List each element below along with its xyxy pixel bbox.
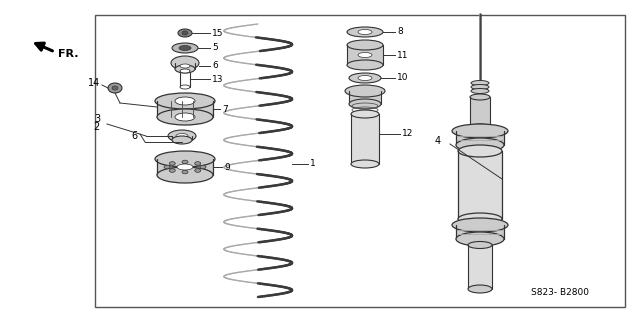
FancyBboxPatch shape: [175, 62, 195, 69]
FancyBboxPatch shape: [172, 134, 192, 140]
Ellipse shape: [195, 162, 201, 165]
Ellipse shape: [195, 169, 201, 172]
Text: 3: 3: [94, 114, 100, 124]
Text: 7: 7: [222, 105, 228, 114]
Text: 1: 1: [310, 160, 316, 168]
FancyBboxPatch shape: [456, 223, 504, 239]
Ellipse shape: [358, 76, 372, 80]
Ellipse shape: [452, 218, 508, 232]
Ellipse shape: [155, 151, 215, 167]
Text: 6: 6: [131, 131, 137, 141]
Ellipse shape: [155, 93, 215, 109]
Ellipse shape: [458, 145, 502, 157]
Text: 15: 15: [212, 28, 223, 38]
Ellipse shape: [175, 97, 195, 105]
Ellipse shape: [182, 31, 188, 35]
Ellipse shape: [172, 136, 192, 144]
Ellipse shape: [178, 29, 192, 37]
Ellipse shape: [351, 160, 379, 168]
Ellipse shape: [157, 167, 213, 183]
Text: 2: 2: [93, 122, 100, 132]
Text: 10: 10: [397, 73, 408, 83]
FancyBboxPatch shape: [468, 244, 492, 289]
FancyBboxPatch shape: [470, 96, 490, 127]
Ellipse shape: [470, 124, 490, 130]
Ellipse shape: [345, 85, 385, 97]
FancyBboxPatch shape: [95, 15, 625, 307]
Ellipse shape: [351, 110, 379, 118]
Ellipse shape: [180, 64, 190, 68]
Ellipse shape: [169, 169, 175, 172]
Ellipse shape: [176, 133, 188, 138]
Ellipse shape: [468, 285, 492, 293]
Ellipse shape: [358, 29, 372, 34]
FancyBboxPatch shape: [349, 90, 381, 104]
Ellipse shape: [468, 241, 492, 249]
Ellipse shape: [347, 60, 383, 70]
FancyBboxPatch shape: [180, 71, 190, 87]
Ellipse shape: [169, 162, 175, 165]
Ellipse shape: [358, 53, 372, 57]
Ellipse shape: [182, 160, 188, 164]
Ellipse shape: [180, 69, 190, 73]
Ellipse shape: [112, 86, 118, 90]
Ellipse shape: [200, 165, 206, 169]
Text: S823- B2800: S823- B2800: [531, 288, 589, 297]
Ellipse shape: [168, 130, 196, 142]
FancyBboxPatch shape: [157, 158, 213, 175]
Ellipse shape: [349, 99, 381, 109]
FancyBboxPatch shape: [456, 129, 504, 145]
Ellipse shape: [182, 170, 188, 174]
Ellipse shape: [177, 164, 193, 170]
FancyBboxPatch shape: [157, 100, 213, 117]
FancyBboxPatch shape: [458, 150, 502, 219]
Text: 13: 13: [212, 75, 223, 84]
Ellipse shape: [471, 85, 489, 90]
Text: 9: 9: [224, 162, 230, 172]
FancyBboxPatch shape: [351, 113, 379, 164]
Text: 11: 11: [397, 50, 408, 60]
Text: 12: 12: [402, 130, 413, 138]
Ellipse shape: [347, 27, 383, 37]
Ellipse shape: [456, 232, 504, 246]
Ellipse shape: [179, 46, 191, 50]
Ellipse shape: [458, 213, 502, 225]
Ellipse shape: [108, 83, 122, 93]
Ellipse shape: [171, 56, 199, 70]
Ellipse shape: [471, 80, 489, 85]
Ellipse shape: [157, 109, 213, 125]
Text: 14: 14: [88, 78, 100, 88]
Ellipse shape: [347, 40, 383, 50]
Ellipse shape: [164, 165, 170, 169]
Ellipse shape: [172, 43, 198, 53]
Ellipse shape: [470, 94, 490, 100]
Ellipse shape: [175, 65, 195, 73]
Text: 8: 8: [397, 27, 403, 36]
FancyBboxPatch shape: [347, 44, 383, 65]
Text: FR.: FR.: [58, 49, 79, 59]
Ellipse shape: [175, 113, 195, 121]
Ellipse shape: [349, 73, 381, 83]
Ellipse shape: [456, 138, 504, 152]
Text: 6: 6: [212, 62, 218, 70]
Text: 4: 4: [435, 136, 441, 146]
Ellipse shape: [180, 85, 190, 89]
Ellipse shape: [452, 124, 508, 138]
Ellipse shape: [471, 88, 489, 93]
Text: 5: 5: [212, 43, 218, 53]
